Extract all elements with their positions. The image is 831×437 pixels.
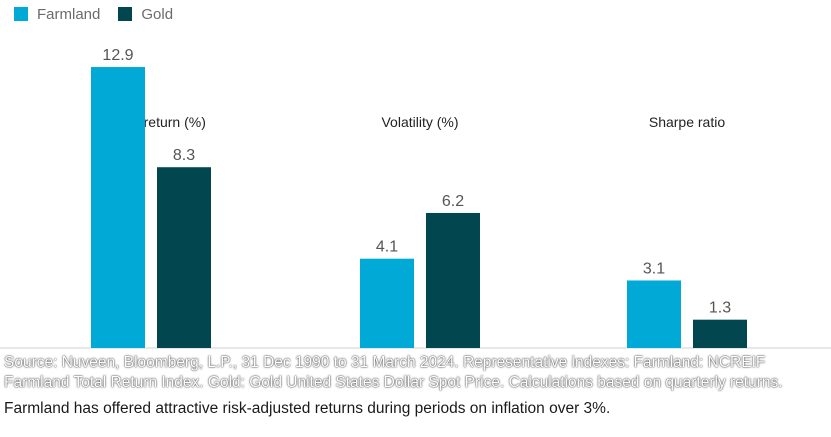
bar-farmland [627, 280, 681, 348]
chart-legend: Farmland Gold [14, 4, 191, 24]
bar-farmland [91, 67, 145, 348]
data-label: 12.9 [102, 47, 133, 64]
bar-gold [157, 167, 211, 348]
data-label: 3.1 [643, 260, 665, 277]
legend-label-farmland: Farmland [37, 5, 101, 23]
data-label: 8.3 [173, 147, 195, 164]
summary-caption: Farmland has offered attractive risk-adj… [4, 400, 611, 417]
bar-gold [693, 319, 747, 348]
category-label: Volatility (%) [381, 114, 458, 130]
legend-label-gold: Gold [141, 5, 174, 23]
data-label: 4.1 [376, 239, 398, 256]
legend-swatch-farmland [14, 7, 28, 21]
bar-gold [426, 212, 480, 348]
legend-swatch-gold [118, 7, 133, 21]
data-label: 6.2 [442, 193, 464, 210]
legend-item-gold: Gold [118, 6, 173, 23]
legend-item-farmland: Farmland [14, 6, 100, 23]
category-label: Sharpe ratio [649, 114, 725, 130]
data-label: 1.3 [709, 300, 731, 317]
source-caption: Source: Nuveen, Bloomberg, L.P., 31 Dec … [4, 354, 783, 391]
bar-farmland [360, 258, 414, 348]
